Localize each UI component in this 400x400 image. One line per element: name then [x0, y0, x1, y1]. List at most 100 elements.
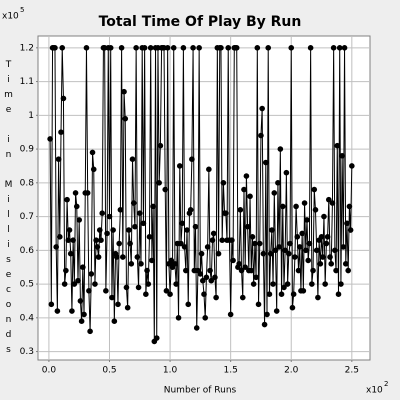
- point: [75, 277, 81, 284]
- point: [344, 220, 350, 227]
- point: [99, 210, 106, 216]
- point: [254, 45, 261, 51]
- point: [66, 227, 73, 233]
- point: [189, 156, 195, 162]
- series-line: [49, 47, 353, 342]
- point: [198, 250, 205, 257]
- point: [266, 291, 273, 297]
- point: [256, 240, 263, 247]
- y-tick-label: 0.9: [20, 145, 35, 155]
- point: [141, 45, 148, 51]
- x-axis-label: Number of Runs: [164, 386, 237, 396]
- point: [164, 45, 171, 51]
- marks: [47, 45, 355, 345]
- point: [163, 288, 170, 294]
- point: [144, 267, 150, 274]
- point: [289, 304, 296, 311]
- point: [213, 294, 219, 301]
- point: [53, 244, 59, 250]
- point: [176, 163, 183, 169]
- point: [208, 277, 215, 284]
- point: [329, 200, 336, 206]
- point: [63, 267, 69, 274]
- point: [294, 234, 301, 240]
- point: [332, 247, 338, 254]
- point: [133, 45, 139, 51]
- point: [347, 227, 354, 233]
- point: [115, 301, 121, 308]
- point: [284, 281, 291, 287]
- point: [288, 45, 295, 51]
- point: [84, 190, 91, 196]
- point: [304, 217, 310, 223]
- point: [87, 328, 93, 335]
- point: [207, 267, 213, 274]
- point: [326, 196, 332, 203]
- point: [237, 207, 244, 213]
- x-tick-label: 0.0: [42, 366, 57, 376]
- point: [271, 190, 278, 196]
- point: [281, 284, 287, 291]
- point: [127, 240, 133, 247]
- point: [229, 237, 235, 243]
- point: [218, 45, 224, 51]
- point: [302, 247, 309, 254]
- point: [116, 240, 122, 247]
- point: [321, 213, 327, 220]
- point: [118, 45, 125, 51]
- point: [250, 281, 257, 287]
- point: [192, 223, 199, 230]
- x-tick-label: 2.0: [284, 366, 299, 376]
- point: [243, 173, 250, 179]
- point: [238, 267, 245, 274]
- point: [145, 281, 152, 287]
- point: [293, 203, 299, 210]
- point: [167, 291, 173, 297]
- point: [106, 213, 113, 220]
- point: [346, 203, 353, 210]
- point: [78, 318, 85, 324]
- point: [262, 159, 269, 166]
- point: [126, 227, 132, 233]
- point: [283, 169, 290, 176]
- point: [349, 163, 355, 169]
- point: [173, 281, 179, 287]
- grid: [36, 36, 370, 362]
- point: [327, 254, 333, 260]
- point: [265, 45, 272, 51]
- point: [278, 291, 285, 297]
- point: [345, 267, 351, 274]
- y-tick-label: 0.5: [20, 280, 34, 290]
- point: [312, 207, 319, 213]
- point: [255, 301, 262, 308]
- point: [318, 234, 325, 240]
- point: [310, 267, 316, 274]
- point: [69, 308, 75, 314]
- point: [170, 45, 177, 51]
- point: [279, 203, 286, 210]
- point: [322, 281, 328, 287]
- point: [247, 193, 253, 200]
- point: [220, 180, 227, 186]
- y-tick-label: 0.4: [20, 313, 35, 323]
- point: [96, 227, 103, 233]
- point: [276, 244, 282, 250]
- point: [55, 156, 62, 162]
- point: [335, 291, 342, 297]
- point: [187, 207, 194, 213]
- point: [71, 281, 78, 287]
- y-tick-label: 0.3: [20, 347, 34, 357]
- point: [72, 190, 79, 196]
- point: [135, 284, 142, 291]
- point: [324, 234, 331, 240]
- point: [313, 247, 320, 254]
- point: [252, 240, 258, 247]
- point: [138, 261, 144, 267]
- point: [89, 149, 96, 156]
- point: [129, 156, 136, 162]
- point: [338, 281, 344, 287]
- point: [223, 210, 229, 216]
- point: [230, 257, 236, 264]
- point: [273, 308, 280, 314]
- point: [259, 105, 265, 112]
